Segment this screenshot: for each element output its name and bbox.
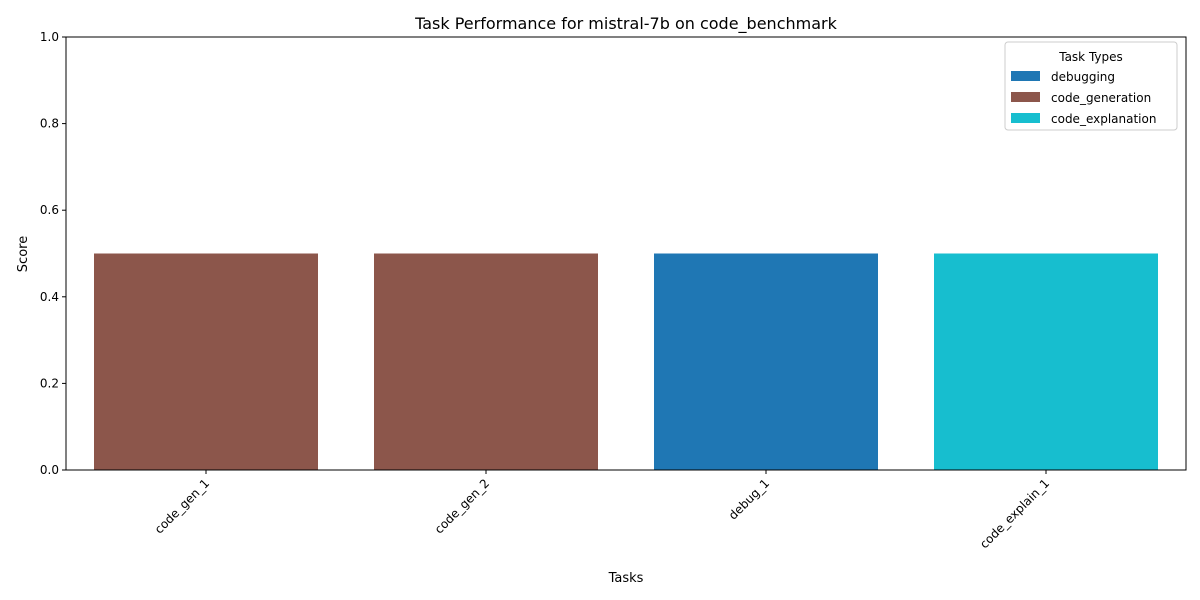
y-tick-label: 1.0	[40, 30, 59, 44]
legend-title: Task Types	[1058, 50, 1123, 64]
legend-entries: debugging code_generation code_explanation	[1011, 70, 1156, 126]
bar-code_explain_1	[934, 253, 1158, 470]
legend: Task Types debugging code_generation code_…	[1004, 41, 1178, 131]
y-tick-label: 0.8	[40, 117, 59, 131]
chart-title: Task Performance for mistral-7b on code_…	[414, 14, 837, 34]
x-axis-label: Tasks	[608, 571, 644, 586]
y-tick-label: 0.6	[40, 203, 59, 217]
y-tick-label: 0.0	[40, 463, 59, 477]
bar-code_gen_1	[94, 253, 318, 470]
legend-label-debugging: debugging	[1051, 70, 1115, 84]
y-axis-label: Score	[16, 236, 31, 272]
bar-debug_1	[654, 253, 878, 470]
legend-swatch-debugging	[1011, 71, 1040, 81]
bar-code_gen_2	[374, 253, 598, 470]
x-tick-label: code_explain_1	[977, 476, 1052, 551]
x-tick-label: code_gen_2	[432, 476, 492, 536]
legend-box	[1004, 41, 1178, 131]
y-tick-label: 0.4	[40, 290, 59, 304]
axes-frame	[65, 36, 1187, 471]
legend-label-code_explanation: code_explanation	[1051, 112, 1156, 126]
legend-label-code_generation: code_generation	[1051, 91, 1151, 105]
legend-swatch-code_explanation	[1011, 113, 1040, 123]
x-tick-label: code_gen_1	[152, 476, 212, 536]
x-tick-label: debug_1	[726, 476, 772, 522]
y-tick-label: 0.2	[40, 376, 59, 390]
legend-swatch-code_generation	[1011, 92, 1040, 102]
